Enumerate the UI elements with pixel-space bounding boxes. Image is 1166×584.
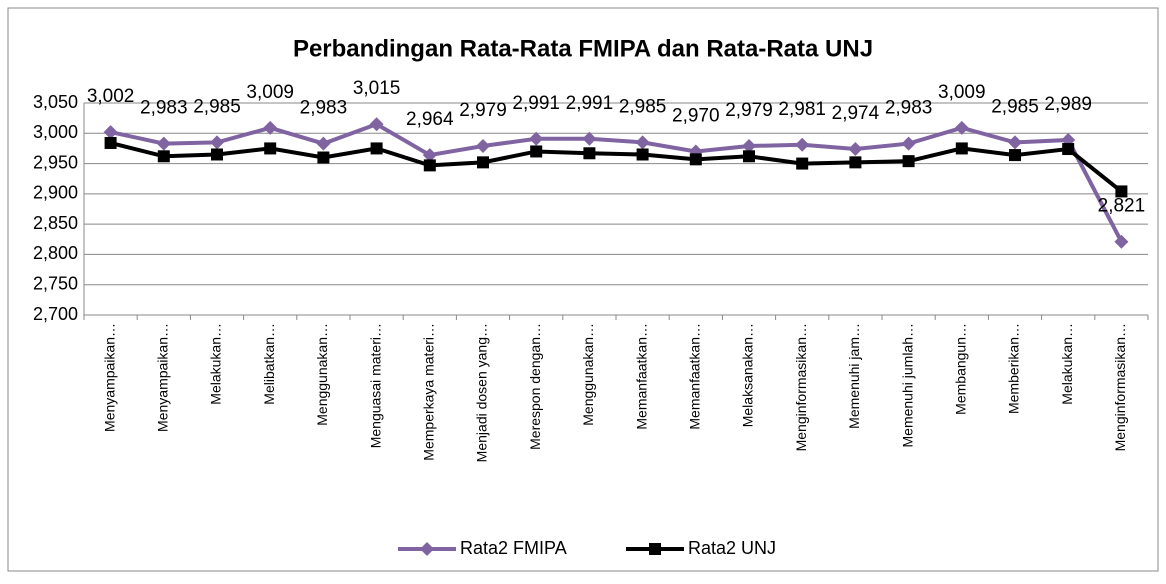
point bbox=[422, 148, 437, 163]
point bbox=[370, 142, 383, 155]
point bbox=[477, 156, 489, 169]
legend-marker bbox=[649, 543, 661, 555]
point bbox=[211, 148, 223, 161]
x-tick-label: Memperkaya materi… bbox=[421, 323, 437, 461]
point bbox=[1062, 143, 1075, 156]
point bbox=[529, 131, 544, 146]
data-label: 2,985 bbox=[193, 96, 241, 117]
x-tick-label: Menyampaikan… bbox=[101, 323, 117, 432]
point bbox=[210, 135, 224, 150]
point bbox=[369, 117, 384, 132]
x-tick-label: Memenuhi jumlah… bbox=[899, 323, 915, 448]
data-label: 3,015 bbox=[353, 78, 401, 99]
x-tick-label: Menginformasikan… bbox=[793, 323, 809, 451]
data-label: 2,979 bbox=[459, 100, 507, 121]
x-tick-label: Menguasai materi… bbox=[367, 323, 383, 448]
x-tick-label: Menjadi dosen yang… bbox=[474, 323, 490, 462]
legend-label: Rata2 UNJ bbox=[688, 538, 776, 558]
data-label: 2,981 bbox=[778, 99, 826, 120]
data-label: 2,991 bbox=[566, 93, 614, 114]
point bbox=[1008, 135, 1022, 150]
x-tick-label: Melakukan… bbox=[208, 323, 224, 405]
x-tick-label: Melaksanakan… bbox=[740, 323, 756, 427]
point bbox=[795, 137, 810, 152]
point bbox=[1009, 149, 1021, 162]
data-label: 2,989 bbox=[1044, 94, 1092, 115]
point bbox=[742, 139, 756, 154]
point bbox=[156, 136, 171, 151]
point bbox=[263, 120, 278, 135]
x-tick-label: Memanfaatkan… bbox=[687, 323, 703, 430]
x-tick-label: Memberikan… bbox=[1006, 323, 1022, 414]
y-tick-label: 2,900 bbox=[33, 183, 78, 203]
x-tick-label: Melibatkan… bbox=[261, 323, 277, 405]
point bbox=[583, 147, 596, 160]
point bbox=[423, 159, 436, 172]
x-tick-label: Merespon dengan… bbox=[527, 323, 543, 450]
point bbox=[796, 157, 809, 170]
x-tick-label: Memenuhi jam… bbox=[846, 323, 862, 429]
data-label: 2,985 bbox=[619, 96, 667, 117]
data-label: 2,983 bbox=[885, 98, 933, 119]
point bbox=[1114, 234, 1129, 249]
point bbox=[636, 148, 649, 161]
data-label: 2,983 bbox=[140, 98, 188, 119]
point bbox=[316, 136, 331, 151]
data-label: 3,009 bbox=[938, 82, 986, 103]
data-label: 2,974 bbox=[832, 103, 880, 124]
data-label: 2,964 bbox=[406, 109, 454, 130]
point bbox=[954, 120, 969, 135]
point bbox=[955, 142, 968, 155]
point bbox=[582, 131, 597, 146]
point bbox=[264, 142, 277, 155]
point bbox=[1115, 185, 1128, 198]
y-tick-label: 3,000 bbox=[33, 122, 78, 142]
y-tick-label: 2,800 bbox=[33, 243, 78, 263]
point bbox=[689, 153, 702, 166]
point bbox=[530, 145, 543, 158]
data-label: 2,979 bbox=[725, 100, 773, 121]
series-line bbox=[110, 122, 1124, 243]
point bbox=[635, 135, 650, 150]
point bbox=[901, 136, 916, 151]
point bbox=[103, 125, 118, 140]
point bbox=[104, 136, 117, 149]
point bbox=[317, 151, 330, 164]
point bbox=[848, 142, 863, 157]
y-tick-label: 3,050 bbox=[33, 92, 78, 112]
legend-marker bbox=[420, 542, 434, 556]
data-label: 3,002 bbox=[87, 86, 135, 107]
point bbox=[157, 150, 170, 163]
legend-label: Rata2 FMIPA bbox=[460, 538, 567, 558]
data-label: 2,821 bbox=[1098, 196, 1146, 217]
data-label: 2,970 bbox=[672, 105, 720, 126]
chart-title: Perbandingan Rata-Rata FMIPA dan Rata-Ra… bbox=[293, 35, 873, 62]
x-tick-label: Memanfaatkan… bbox=[633, 323, 649, 430]
x-tick-label: Menginformasikan… bbox=[1112, 323, 1128, 451]
x-tick-label: Menyampaikan… bbox=[155, 323, 171, 432]
series-line bbox=[110, 141, 1123, 193]
chart-border bbox=[7, 7, 1159, 572]
x-tick-label: Melakukan… bbox=[1059, 323, 1075, 405]
x-tick-label: Menggunakan… bbox=[314, 323, 330, 426]
point bbox=[902, 155, 915, 168]
x-tick-label: Membangun… bbox=[953, 323, 969, 415]
point bbox=[743, 150, 755, 163]
data-label: 2,985 bbox=[991, 96, 1039, 117]
y-tick-label: 2,750 bbox=[33, 273, 78, 293]
point bbox=[849, 156, 862, 169]
y-tick-label: 2,700 bbox=[33, 304, 78, 324]
data-label: 3,009 bbox=[246, 82, 294, 103]
data-label: 2,991 bbox=[512, 93, 560, 114]
y-tick-label: 2,950 bbox=[33, 152, 78, 172]
y-tick-label: 2,850 bbox=[33, 213, 78, 233]
x-tick-label: Menggunakan… bbox=[580, 323, 596, 426]
point bbox=[476, 139, 490, 154]
data-label: 2,983 bbox=[300, 98, 348, 119]
